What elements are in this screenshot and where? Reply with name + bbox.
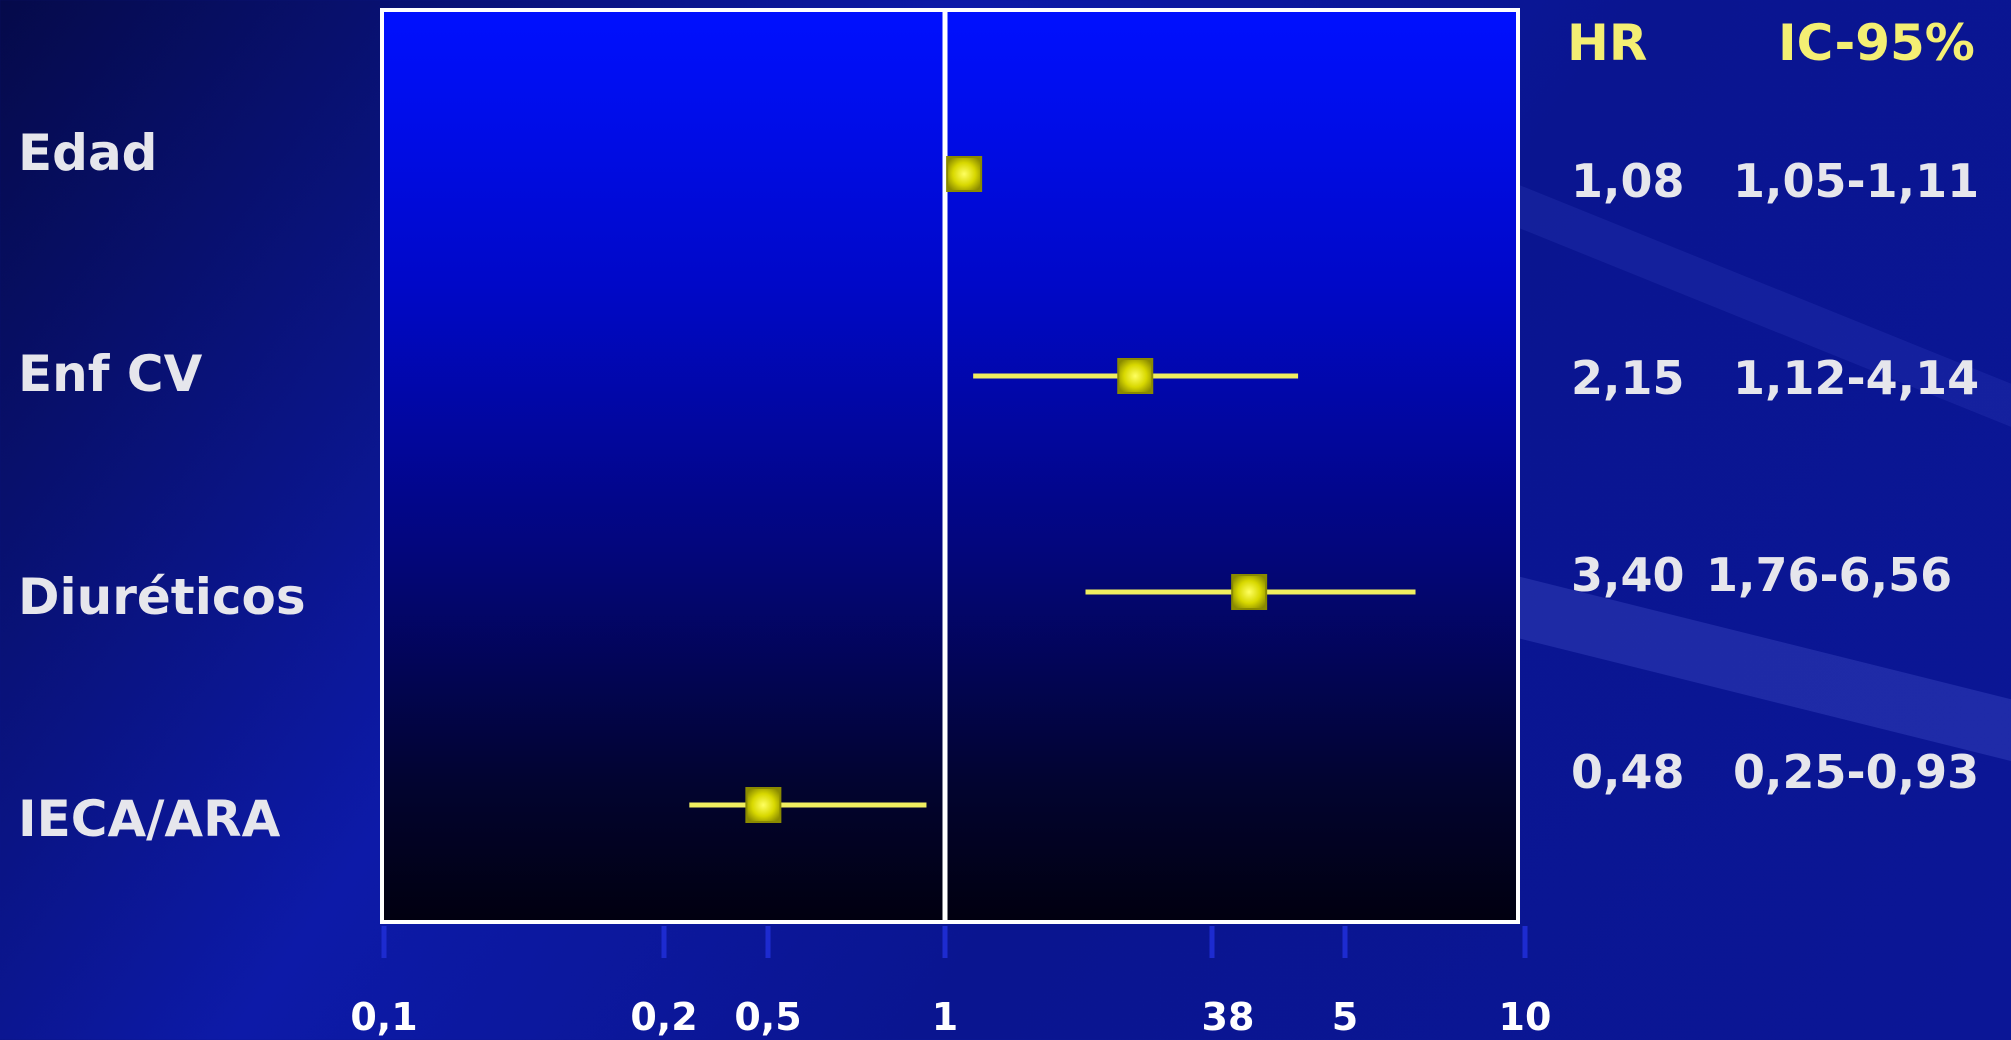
row-label-ieca-ara: IECA/ARA [18,790,281,848]
ci-header: IC-95% [1778,14,1975,72]
forest-marks [689,156,1416,823]
row-label-edad: Edad [18,124,158,182]
x-tick-label: 1 [931,995,959,1039]
ci-value-ieca-ara: 0,25-0,93 [1733,745,1980,799]
x-tick-label: 38 [1201,995,1255,1039]
hr-value-edad: 1,08 [1571,154,1685,208]
ci-value-diureticos: 1,76-6,56 [1706,548,1953,602]
hr-marker [745,787,782,823]
hr-value-enf-cv: 2,15 [1571,351,1685,405]
x-tick-label: 5 [1331,995,1359,1039]
row-label-diureticos: Diuréticos [18,568,306,626]
x-tick-label: 10 [1498,995,1552,1039]
hr-marker [1117,358,1154,394]
hr-value-ieca-ara: 0,48 [1571,745,1685,799]
ci-value-edad: 1,05-1,11 [1733,154,1980,208]
x-tick-label: 0,5 [734,995,802,1039]
x-tick-label: 0,1 [350,995,418,1039]
x-axis-ticks [381,926,1528,958]
hr-marker [1231,574,1268,610]
x-tick-label: 0,2 [630,995,698,1039]
row-label-enf-cv: Enf CV [18,345,203,403]
hr-header: HR [1567,14,1648,72]
hr-marker [946,156,983,192]
ci-value-enf-cv: 1,12-4,14 [1733,351,1980,405]
hr-value-diureticos: 3,40 [1571,548,1685,602]
